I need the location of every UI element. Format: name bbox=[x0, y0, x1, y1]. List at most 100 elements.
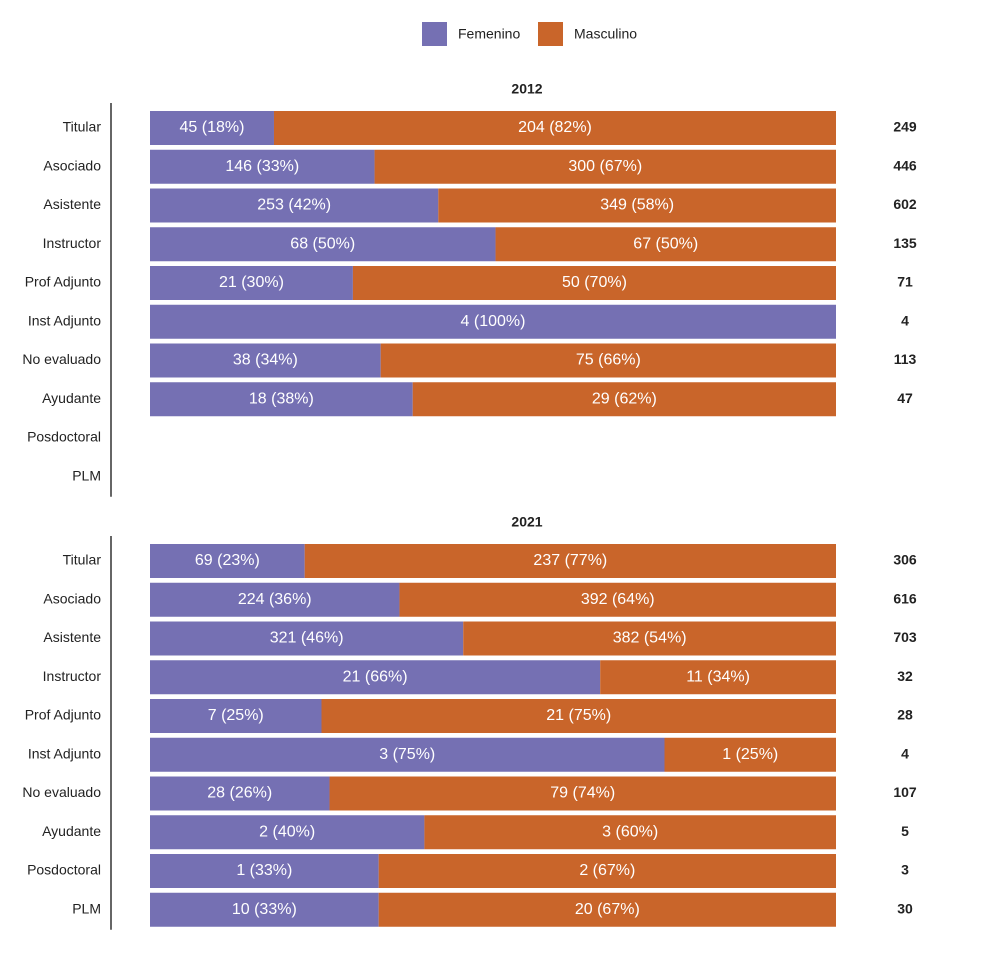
bar-segment bbox=[424, 815, 836, 850]
category-label: Titular bbox=[63, 119, 102, 135]
total-label: 446 bbox=[893, 157, 917, 173]
total-label: 249 bbox=[893, 119, 917, 135]
value-label: 224 (36%) bbox=[238, 591, 312, 608]
bar-segment bbox=[664, 737, 836, 772]
bar-segment bbox=[273, 111, 836, 145]
value-label: 28 (26%) bbox=[207, 785, 272, 802]
category-label: Instructor bbox=[43, 668, 102, 684]
bar-segment bbox=[150, 776, 330, 811]
value-label: 146 (33%) bbox=[225, 158, 299, 175]
bar-segment bbox=[600, 660, 836, 695]
total-label: 5 bbox=[901, 823, 909, 839]
total-label: 71 bbox=[897, 274, 913, 290]
bar-segment bbox=[150, 544, 305, 578]
category-label: Inst Adjunto bbox=[28, 745, 101, 761]
value-label: 1 (33%) bbox=[236, 862, 292, 879]
value-label: 21 (66%) bbox=[343, 668, 408, 685]
bar-segment bbox=[150, 266, 353, 300]
value-label: 29 (62%) bbox=[592, 390, 657, 407]
bar-segment bbox=[150, 815, 425, 850]
category-label: Inst Adjunto bbox=[28, 312, 101, 328]
value-label: 392 (64%) bbox=[581, 591, 655, 608]
category-label: Asistente bbox=[43, 196, 101, 212]
total-label: 4 bbox=[901, 312, 909, 328]
bar-segment bbox=[150, 737, 665, 772]
value-label: 67 (50%) bbox=[633, 235, 698, 252]
total-label: 32 bbox=[897, 668, 913, 684]
value-label: 253 (42%) bbox=[257, 197, 331, 214]
bar-segment bbox=[150, 304, 836, 339]
value-label: 21 (30%) bbox=[219, 274, 284, 291]
value-label: 20 (67%) bbox=[575, 901, 640, 918]
category-label: Ayudante bbox=[42, 823, 101, 839]
value-label: 4 (100%) bbox=[461, 313, 526, 330]
bar-segment bbox=[150, 660, 601, 695]
bar-segment bbox=[150, 621, 464, 656]
bar-segment bbox=[378, 892, 836, 927]
bar-segment bbox=[150, 111, 274, 145]
value-label: 79 (74%) bbox=[550, 785, 615, 802]
category-label: Ayudante bbox=[42, 390, 101, 406]
bar-segment bbox=[399, 582, 836, 617]
bar-segment bbox=[374, 149, 836, 184]
category-label: No evaluado bbox=[22, 784, 101, 800]
category-label: Asociado bbox=[43, 157, 101, 173]
bar-segment bbox=[438, 188, 836, 223]
total-label: 135 bbox=[893, 235, 917, 251]
bar-segment bbox=[150, 188, 439, 223]
bar-segment bbox=[150, 343, 381, 378]
bar-segment bbox=[352, 266, 836, 300]
bar-segment bbox=[321, 699, 836, 733]
category-label: Prof Adjunto bbox=[25, 707, 101, 723]
legend-swatch bbox=[538, 22, 563, 46]
category-label: PLM bbox=[72, 467, 101, 483]
value-label: 237 (77%) bbox=[533, 552, 607, 569]
value-label: 349 (58%) bbox=[600, 197, 674, 214]
value-label: 2 (67%) bbox=[579, 862, 635, 879]
total-label: 306 bbox=[893, 552, 917, 568]
legend-swatch bbox=[422, 22, 447, 46]
total-label: 30 bbox=[897, 900, 913, 916]
category-label: Asociado bbox=[43, 590, 101, 606]
value-label: 68 (50%) bbox=[290, 235, 355, 252]
total-label: 4 bbox=[901, 745, 909, 761]
value-label: 21 (75%) bbox=[546, 707, 611, 724]
value-label: 300 (67%) bbox=[568, 158, 642, 175]
legend-label: Femenino bbox=[458, 26, 520, 42]
value-label: 75 (66%) bbox=[576, 352, 641, 369]
total-label: 113 bbox=[894, 351, 917, 367]
bar-segment bbox=[495, 227, 836, 262]
total-label: 47 bbox=[897, 390, 913, 406]
bar-segment bbox=[463, 621, 836, 656]
total-label: 703 bbox=[893, 629, 917, 645]
category-label: Instructor bbox=[43, 235, 102, 251]
bar-segment bbox=[304, 544, 836, 578]
category-label: Posdoctoral bbox=[27, 862, 101, 878]
value-label: 38 (34%) bbox=[233, 352, 298, 369]
value-label: 382 (54%) bbox=[613, 630, 687, 647]
category-label: PLM bbox=[72, 900, 101, 916]
bar-segment bbox=[412, 382, 836, 417]
bar-segment bbox=[150, 227, 496, 262]
total-label: 616 bbox=[893, 590, 917, 606]
bar-segment bbox=[378, 854, 836, 888]
value-label: 45 (18%) bbox=[180, 119, 245, 136]
bar-segment bbox=[150, 382, 413, 417]
value-label: 18 (38%) bbox=[249, 390, 314, 407]
bar-segment bbox=[150, 582, 400, 617]
value-label: 321 (46%) bbox=[270, 630, 344, 647]
panel-title: 2012 bbox=[511, 81, 542, 97]
category-label: Prof Adjunto bbox=[25, 274, 101, 290]
bar-segment bbox=[150, 149, 375, 184]
value-label: 3 (75%) bbox=[379, 746, 435, 763]
value-label: 11 (34%) bbox=[686, 668, 750, 685]
value-label: 50 (70%) bbox=[562, 274, 627, 291]
value-label: 204 (82%) bbox=[518, 119, 592, 136]
bar-segment bbox=[150, 892, 379, 927]
value-label: 69 (23%) bbox=[195, 552, 260, 569]
panel-title: 2021 bbox=[511, 514, 542, 530]
value-label: 7 (25%) bbox=[208, 707, 264, 724]
value-label: 3 (60%) bbox=[602, 823, 658, 840]
total-label: 3 bbox=[901, 862, 909, 878]
